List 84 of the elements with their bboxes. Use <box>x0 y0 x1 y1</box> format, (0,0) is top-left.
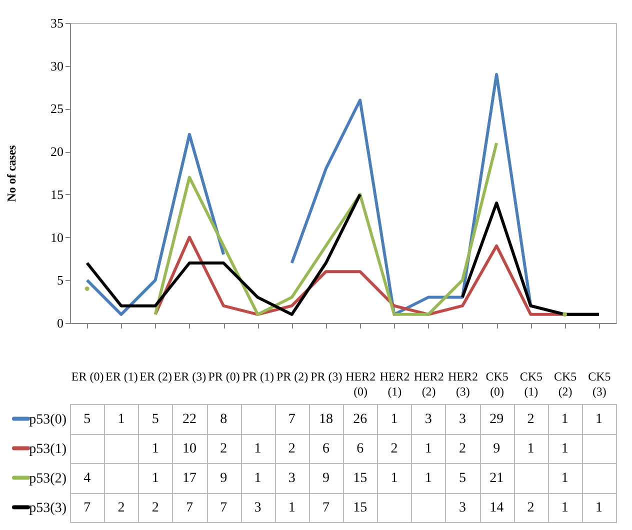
y-axis-title: No of cases <box>4 144 18 202</box>
data-label: 1 <box>561 412 568 427</box>
data-label: 1 <box>390 470 398 486</box>
x-tick-label: ER (1) <box>106 370 138 384</box>
data-label: 10 <box>182 441 196 456</box>
data-label: 2 <box>118 500 125 516</box>
data-label: 5 <box>152 412 159 427</box>
data-label: 3 <box>458 412 466 427</box>
data-label: 7 <box>84 500 91 516</box>
y-tick-label: 30 <box>50 58 64 74</box>
data-label: 1 <box>561 470 568 486</box>
data-label: 1 <box>118 412 125 427</box>
x-tick-label: PR (0) <box>208 370 240 384</box>
data-label: 9 <box>322 470 330 486</box>
data-label: 3 <box>254 500 262 516</box>
data-label: 3 <box>458 500 466 516</box>
data-label: 1 <box>254 470 262 486</box>
data-label: 9 <box>493 441 500 456</box>
x-tick-label: HER2 (1) <box>380 370 410 398</box>
y-tick-label: 10 <box>50 230 64 245</box>
x-tick-label: HER2 (2) <box>414 370 444 398</box>
legend-label: p53(1) <box>29 442 67 457</box>
data-label: 2 <box>527 500 534 516</box>
x-tick-label: HER2 (0) <box>346 370 376 398</box>
data-label: 1 <box>527 441 534 456</box>
data-label: 1 <box>595 412 602 427</box>
data-label: 6 <box>356 441 364 456</box>
x-tick-label: PR (1) <box>242 370 274 384</box>
data-label: 1 <box>595 500 602 516</box>
x-tick-label: PR (2) <box>276 370 308 384</box>
data-label: 3 <box>424 412 432 427</box>
y-tick-label: 0 <box>57 316 64 330</box>
x-tick-label: PR (3) <box>310 370 342 384</box>
data-label: 1 <box>424 441 432 456</box>
legend-label: p53(3) <box>29 500 67 516</box>
data-label: 1 <box>152 441 159 456</box>
data-label: 22 <box>182 412 196 427</box>
y-tick-label: 35 <box>50 16 64 30</box>
data-label: 21 <box>490 470 504 486</box>
data-label: 7 <box>186 500 193 516</box>
data-label: 17 <box>182 470 196 486</box>
x-tick-label: ER (2) <box>140 370 172 384</box>
data-label: 3 <box>288 470 296 486</box>
x-tick-label: CK5 (0) <box>486 370 508 398</box>
data-label: 9 <box>220 470 228 486</box>
y-tick-label: 15 <box>50 186 64 202</box>
data-label: 1 <box>561 441 568 456</box>
data-label: 29 <box>490 412 504 427</box>
data-label: 26 <box>353 412 368 427</box>
x-tick-label: HER2 (3) <box>448 370 478 398</box>
x-tick-label: ER (3) <box>174 370 206 384</box>
x-tick-label: ER (0) <box>71 370 104 384</box>
data-label: 1 <box>390 412 398 427</box>
legend-label: p53(0) <box>29 412 67 428</box>
data-label: 8 <box>220 412 228 427</box>
data-label: 4 <box>84 470 91 486</box>
legend-label: p53(2) <box>29 471 67 486</box>
data-label: 5 <box>84 412 91 427</box>
data-label: 1 <box>254 441 262 456</box>
x-tick-label: CK5 (2) <box>554 370 577 398</box>
data-label: 15 <box>353 500 368 516</box>
data-label: 2 <box>220 441 228 456</box>
data-label: 2 <box>390 441 398 456</box>
data-label: 1 <box>288 500 296 516</box>
data-label: 2 <box>288 441 296 456</box>
data-label: 2 <box>458 441 466 456</box>
data-label: 5 <box>458 470 466 486</box>
data-label: 15 <box>353 470 368 486</box>
data-label: 1 <box>424 470 432 486</box>
data-label: 1 <box>152 470 159 486</box>
data-label: 2 <box>527 412 534 427</box>
x-tick-label: CK5 (3) <box>588 370 611 398</box>
data-label: 18 <box>318 412 333 427</box>
data-label: 7 <box>322 500 330 516</box>
data-label: 1 <box>561 500 568 516</box>
y-tick-label: 25 <box>50 101 64 116</box>
x-tick-label: CK5 (1) <box>520 370 543 398</box>
data-label: 6 <box>322 441 330 456</box>
data-label: 14 <box>490 500 504 516</box>
data-label: 2 <box>152 500 159 516</box>
y-tick-label: 20 <box>50 144 64 160</box>
data-label: 7 <box>220 500 228 516</box>
data-label: 7 <box>288 412 296 427</box>
y-tick-label: 5 <box>57 272 64 288</box>
